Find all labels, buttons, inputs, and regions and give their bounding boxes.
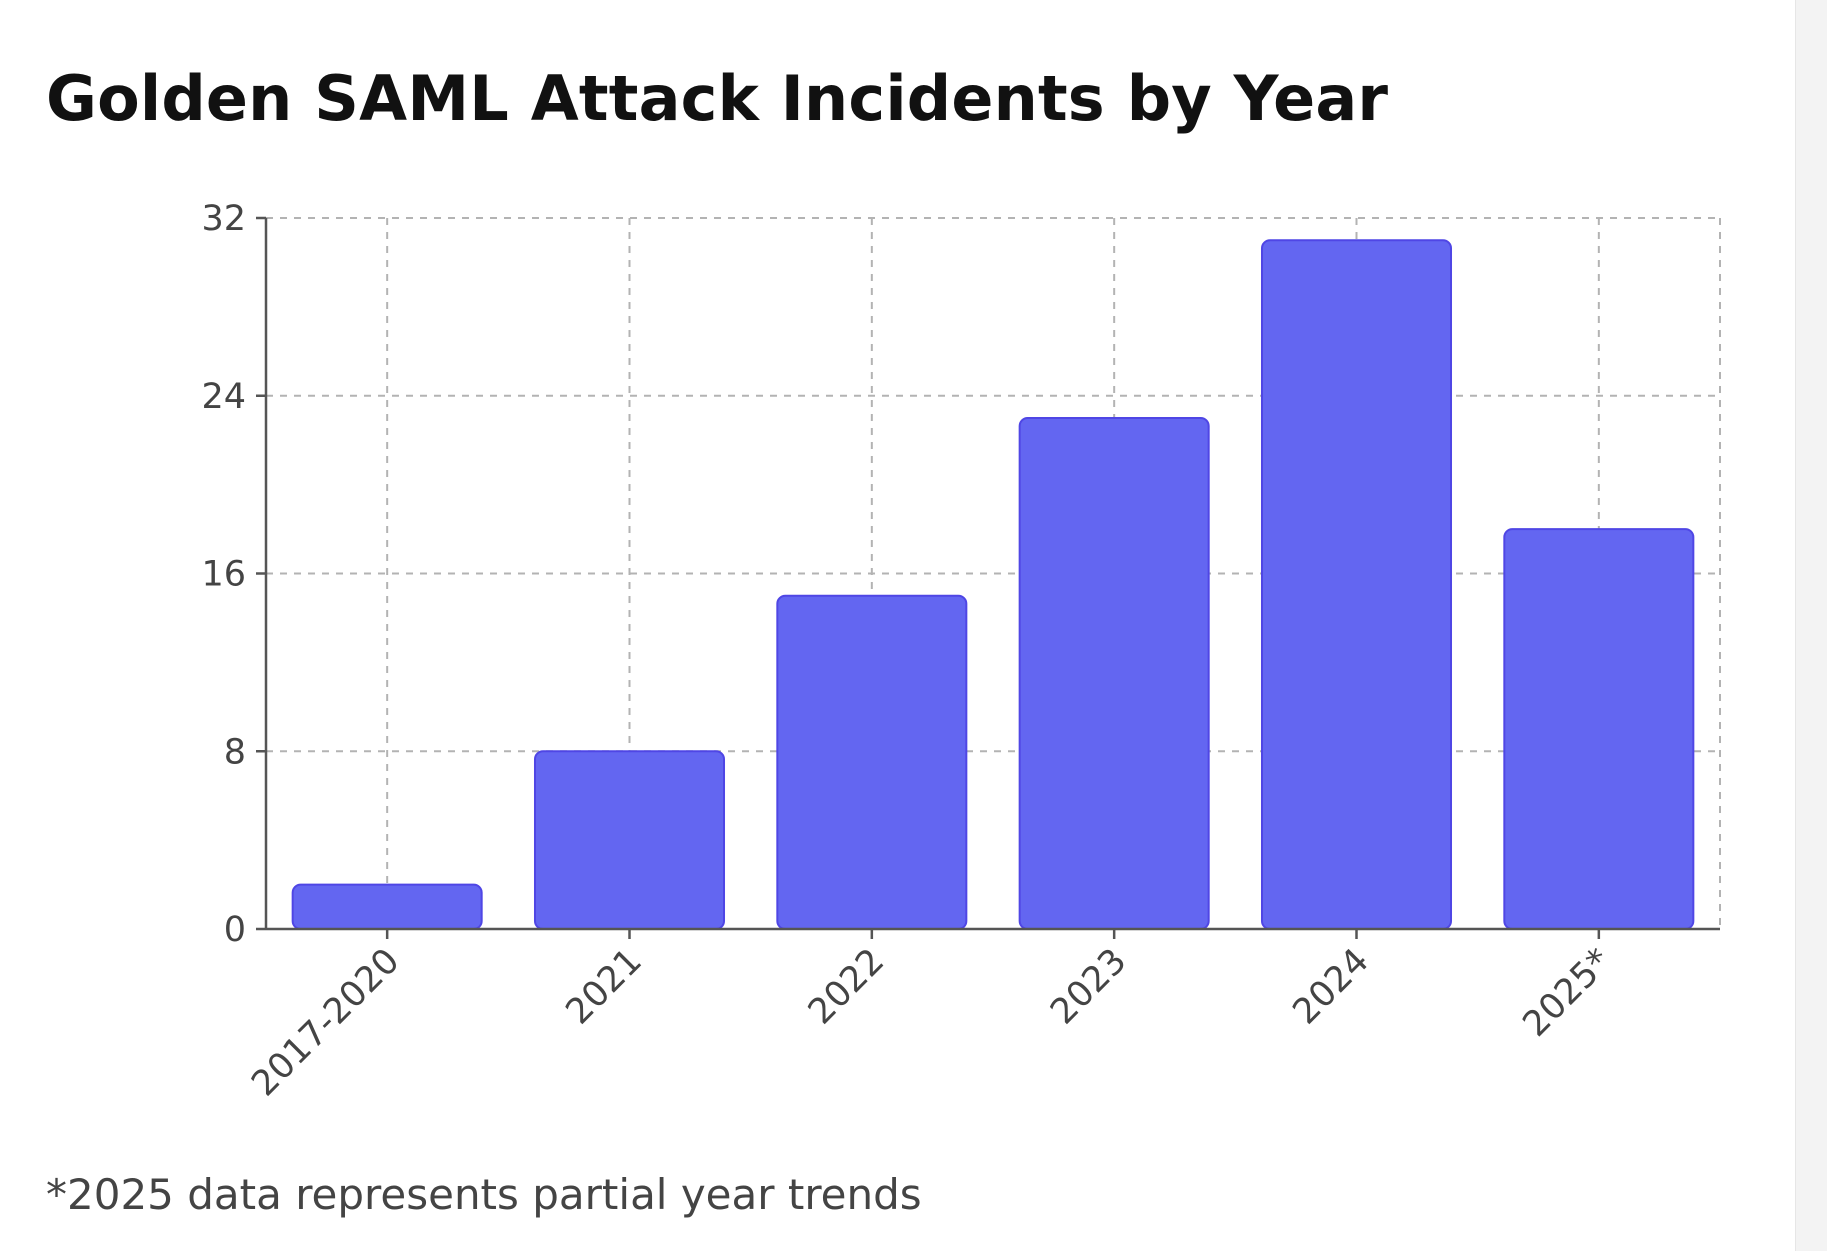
y-tick-label: 8 (224, 732, 246, 772)
y-tick-label: 32 (201, 199, 246, 239)
bars (291, 239, 1695, 930)
bar-2023 (1018, 416, 1210, 930)
bar-2021 (533, 750, 726, 930)
y-tick-label: 16 (201, 555, 246, 595)
x-tick-label: 2022 (801, 941, 892, 1032)
x-tick-label: 2017-2020 (244, 941, 407, 1104)
x-tick-label: 2024 (1286, 941, 1377, 1032)
footnote: *2025 data represents partial year trend… (46, 1170, 922, 1219)
y-tick-label: 0 (224, 910, 246, 950)
bar-2024 (1260, 239, 1453, 930)
bar-2017-2020 (291, 883, 483, 930)
y-tick-label: 24 (201, 377, 246, 417)
bar-2022 (776, 594, 968, 930)
chart-title: Golden SAML Attack Incidents by Year (46, 62, 1389, 135)
axes (256, 216, 1720, 939)
x-tick-label: 2021 (559, 941, 650, 1032)
scrollbar-track[interactable] (1795, 0, 1827, 1251)
grid (266, 217, 1721, 929)
x-tick-label: 2023 (1043, 941, 1134, 1032)
bar-2025 (1503, 528, 1695, 930)
x-tick-label: 2025* (1516, 941, 1620, 1045)
